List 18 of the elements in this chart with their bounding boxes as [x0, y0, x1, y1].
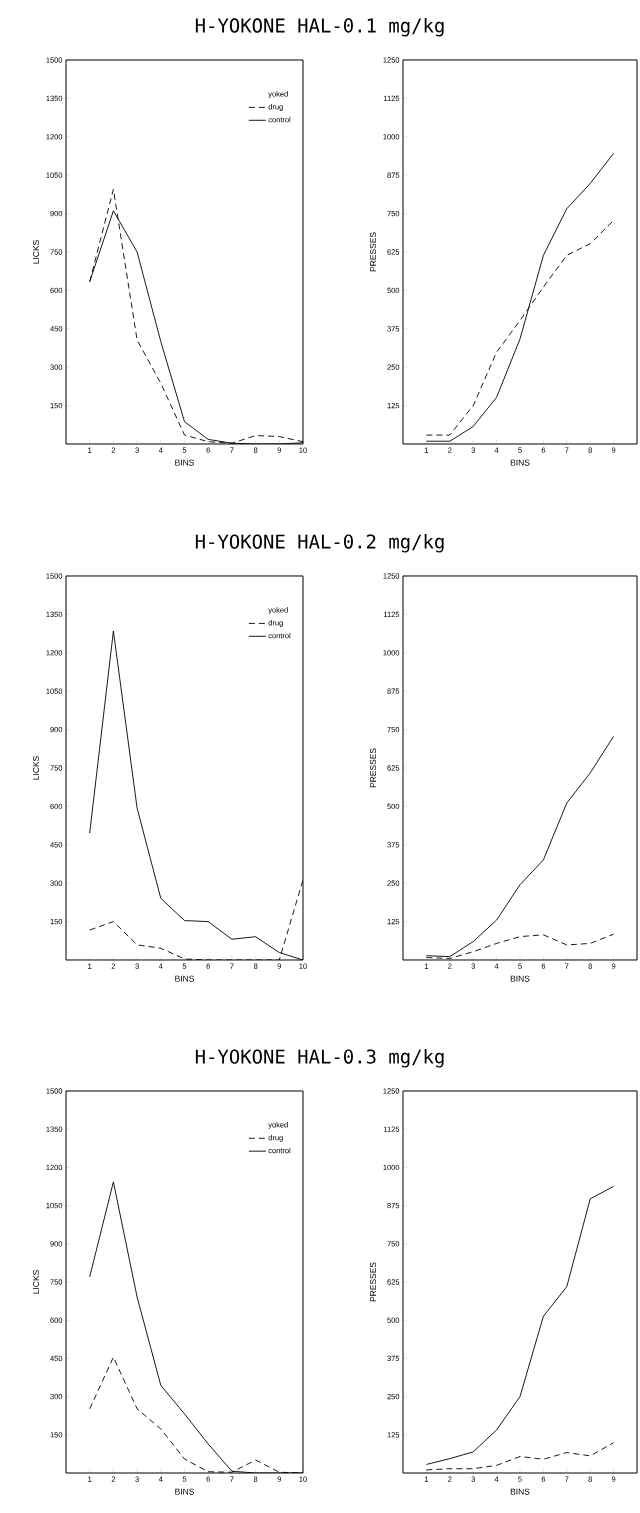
- line-series: [425, 1185, 615, 1465]
- chart-title: H-YOKONE HAL-0.3 mg/kg: [195, 1049, 444, 1068]
- chart-title: H-YOKONE HAL-0.1 mg/kg: [195, 18, 444, 37]
- x-axis-title: BINS: [175, 459, 194, 466]
- line-series: [425, 152, 615, 442]
- y-axis-title: LICKS: [33, 1270, 40, 1294]
- line-series: [425, 1442, 615, 1471]
- x-axis-title: BINS: [510, 459, 530, 466]
- y-axis-title: PRESSES: [370, 232, 377, 272]
- y-axis-title: LICKS: [33, 756, 40, 780]
- chart-title: H-YOKONE HAL-0.2 mg/kg: [195, 534, 444, 553]
- x-axis-title: BINS: [510, 975, 530, 982]
- y-axis-title: PRESSES: [370, 1262, 377, 1302]
- y-axis-title: PRESSES: [370, 748, 377, 788]
- y-axis-title: LICKS: [33, 240, 40, 264]
- x-axis-title: BINS: [510, 1488, 530, 1495]
- x-axis-title: BINS: [175, 975, 194, 982]
- x-axis-title: BINS: [175, 1488, 194, 1495]
